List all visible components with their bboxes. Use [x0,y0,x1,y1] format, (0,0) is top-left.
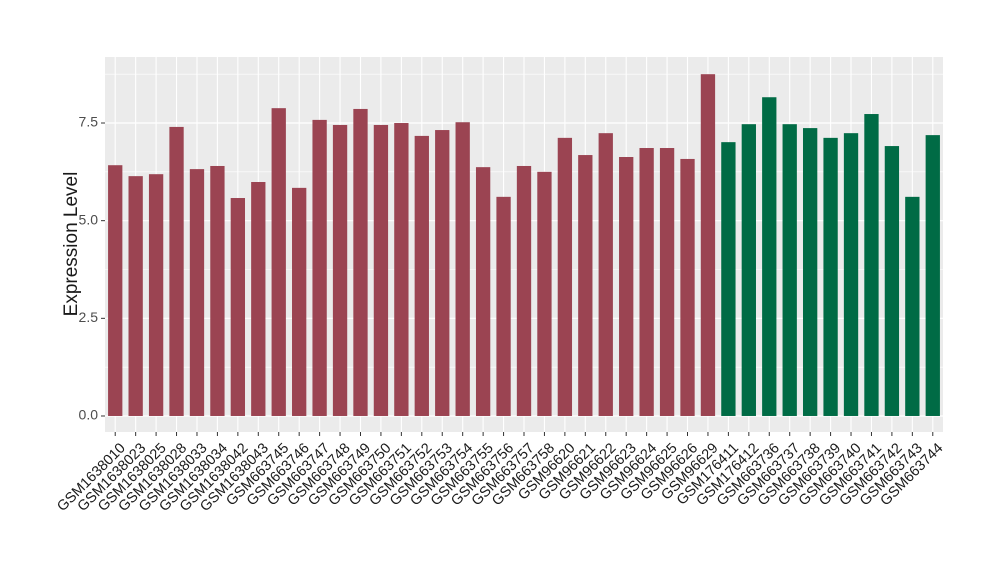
bar [475,167,491,416]
bar [210,165,225,416]
bar [680,158,695,416]
bar [292,187,307,416]
bar [435,130,450,416]
bar [516,165,532,416]
bar [557,137,573,416]
bar [169,126,184,416]
bar [925,135,940,416]
bar [598,133,613,416]
y-tick-label: 2.5 [79,309,99,325]
bar [721,142,736,416]
bar [864,114,879,416]
bar [108,165,123,416]
bar [843,133,859,416]
bar [414,135,429,416]
bar [884,146,900,416]
bar [230,198,246,416]
bar [373,124,389,416]
bar [496,196,511,416]
bar [537,171,552,416]
bar [128,176,143,416]
bar [741,124,756,416]
bar [639,148,654,416]
y-axis-label: Expression Level [61,172,82,317]
bar [189,169,205,416]
bar [802,128,818,416]
bar [578,155,593,416]
bar [823,137,838,416]
y-tick-label: 0.0 [79,407,99,423]
bar [394,123,409,416]
bar [332,124,348,416]
bar [148,174,164,416]
bar [312,119,327,416]
y-tick-label: 7.5 [79,114,99,130]
bar [271,108,286,416]
bar [762,97,777,416]
bar [905,196,920,416]
y-tick-label: 5.0 [79,211,99,227]
bar [782,124,797,416]
bar [659,148,675,416]
bar [619,157,634,416]
bar [455,122,470,416]
bar [353,108,368,416]
bar [700,74,716,416]
bar [251,182,266,416]
